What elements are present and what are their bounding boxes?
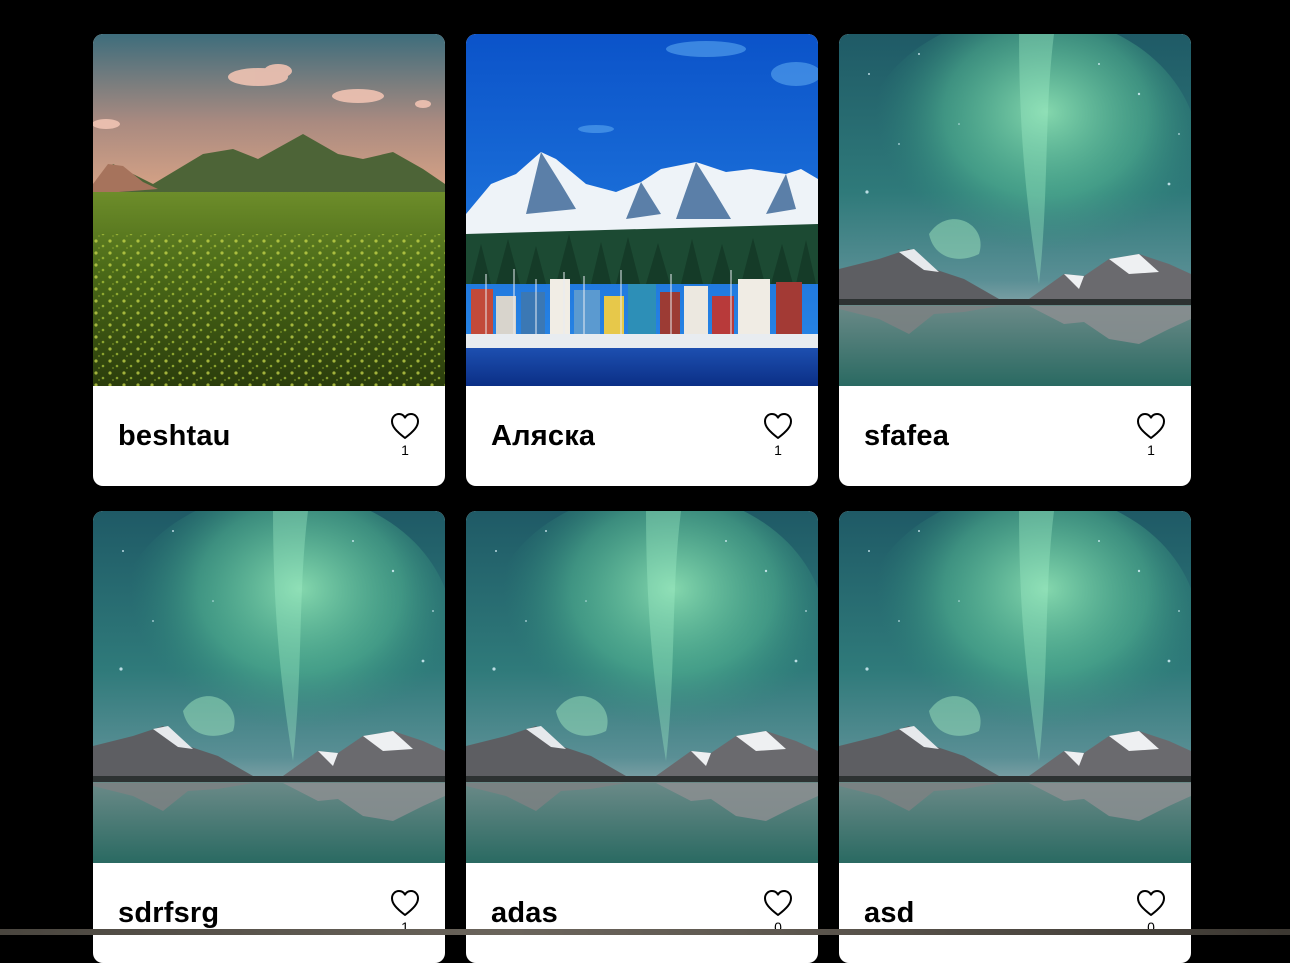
like-button[interactable] xyxy=(390,889,420,917)
aurora-photo[interactable] xyxy=(839,511,1191,863)
like-count: 1 xyxy=(401,442,409,458)
aurora-photo[interactable] xyxy=(93,511,445,863)
like-block: 0 xyxy=(1136,889,1166,935)
card-footer: sfafea 1 xyxy=(839,386,1191,486)
like-count: 0 xyxy=(774,919,782,935)
heart-outline-icon xyxy=(1137,890,1165,916)
card-title: sfafea xyxy=(864,420,950,452)
aurora-photo[interactable] xyxy=(466,511,818,863)
like-button[interactable] xyxy=(763,889,793,917)
heart-outline-icon xyxy=(391,413,419,439)
heart-outline-icon xyxy=(391,890,419,916)
heart-outline-icon xyxy=(1137,413,1165,439)
card-title: beshtau xyxy=(118,420,231,452)
like-block: 1 xyxy=(390,889,420,935)
like-block: 1 xyxy=(1136,412,1166,458)
like-block: 0 xyxy=(763,889,793,935)
photo-card[interactable]: adas 0 xyxy=(466,511,818,963)
like-count: 0 xyxy=(1147,919,1155,935)
card-title: adas xyxy=(491,897,558,929)
like-count: 1 xyxy=(1147,442,1155,458)
like-button[interactable] xyxy=(763,412,793,440)
card-footer: asd 0 xyxy=(839,863,1191,963)
like-button[interactable] xyxy=(1136,889,1166,917)
heart-outline-icon xyxy=(764,890,792,916)
like-count: 1 xyxy=(401,919,409,935)
card-title: Аляска xyxy=(491,420,596,452)
field-mountains-photo[interactable] xyxy=(93,34,445,386)
photo-card[interactable]: beshtau 1 xyxy=(93,34,445,486)
photo-card[interactable]: sdrfsrg 1 xyxy=(93,511,445,963)
card-footer: sdrfsrg 1 xyxy=(93,863,445,963)
card-title: asd xyxy=(864,897,915,929)
like-block: 1 xyxy=(390,412,420,458)
aurora-photo[interactable] xyxy=(839,34,1191,386)
like-button[interactable] xyxy=(390,412,420,440)
card-title: sdrfsrg xyxy=(118,897,220,929)
like-block: 1 xyxy=(763,412,793,458)
photo-card[interactable]: Аляска 1 xyxy=(466,34,818,486)
bottom-edge-bar xyxy=(0,929,1290,935)
like-button[interactable] xyxy=(1136,412,1166,440)
alaska-harbor-photo[interactable] xyxy=(466,34,818,386)
card-footer: adas 0 xyxy=(466,863,818,963)
heart-outline-icon xyxy=(764,413,792,439)
card-footer: Аляска 1 xyxy=(466,386,818,486)
card-footer: beshtau 1 xyxy=(93,386,445,486)
like-count: 1 xyxy=(774,442,782,458)
photo-gallery: beshtau 1 xyxy=(93,34,1193,963)
photo-card[interactable]: asd 0 xyxy=(839,511,1191,963)
photo-card[interactable]: sfafea 1 xyxy=(839,34,1191,486)
